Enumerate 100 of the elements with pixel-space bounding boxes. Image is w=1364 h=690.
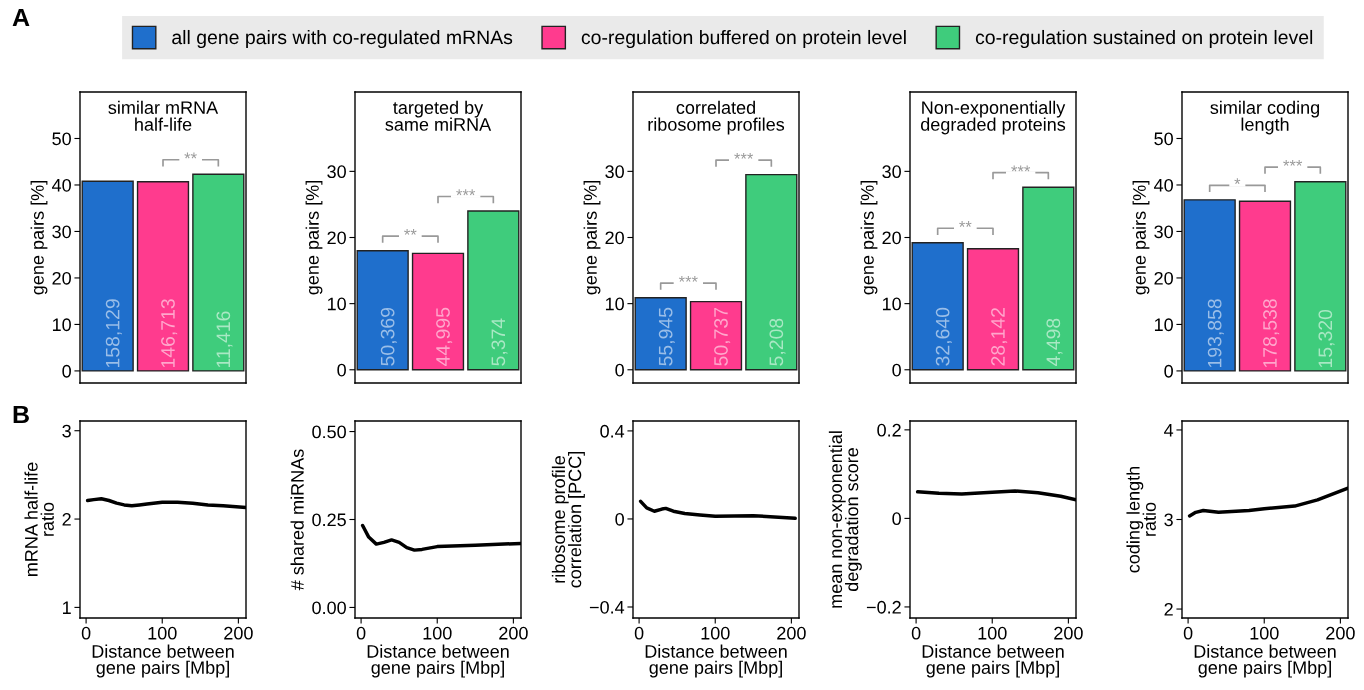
legend-label: co-regulation buffered on protein level bbox=[581, 29, 906, 49]
x-axis-title: Distance between gene pairs [Mbp] bbox=[367, 644, 509, 678]
x-tick-label: 15,320 bbox=[1318, 309, 1335, 368]
y-axis-title: gene pairs [%] bbox=[1132, 181, 1150, 295]
x-tick-label: 200 bbox=[224, 626, 253, 640]
text: similar mRNA half-life bbox=[108, 100, 219, 131]
y-axis-title: gene pairs [%] bbox=[583, 181, 601, 295]
y-axis-title: # shared miRNAs bbox=[290, 449, 304, 591]
y-tick-label: 30 bbox=[605, 165, 624, 179]
y-tick-label: 10 bbox=[1154, 318, 1173, 332]
annotation: *** bbox=[678, 275, 698, 282]
text: B bbox=[13, 405, 29, 424]
y-tick-label: 10 bbox=[882, 297, 901, 311]
x-tick-label: 200 bbox=[1054, 626, 1083, 640]
y-tick-label: 0.50 bbox=[312, 425, 346, 439]
y-axis-title: gene pairs [%] bbox=[860, 181, 878, 295]
x-axis-title: Distance between gene pairs [Mbp] bbox=[1194, 644, 1336, 678]
y-tick-label: 10 bbox=[327, 297, 346, 311]
x-tick-label: 0 bbox=[1183, 626, 1193, 640]
y-tick-label: 20 bbox=[1154, 271, 1173, 285]
y-tick-label: 20 bbox=[605, 231, 624, 245]
y-tick-label: 20 bbox=[882, 231, 901, 245]
y-tick-label: 30 bbox=[882, 165, 901, 179]
y-axis-title: mean non-exponential degradation score bbox=[828, 431, 862, 608]
x-tick-label: 100 bbox=[978, 626, 1007, 640]
x-tick-label: 200 bbox=[499, 626, 528, 640]
text: A bbox=[12, 8, 30, 27]
text: similar coding length bbox=[1210, 100, 1320, 135]
y-tick-label: 0 bbox=[892, 512, 901, 526]
y-tick-label: 0 bbox=[62, 364, 71, 378]
y-tick-label: 30 bbox=[327, 165, 346, 179]
annotation: *** bbox=[734, 152, 754, 159]
x-tick-label: 146,713 bbox=[161, 299, 178, 368]
y-tick-label: 3 bbox=[1164, 513, 1173, 527]
y-tick-label: 1 bbox=[63, 601, 71, 614]
y-tick-label: 50 bbox=[52, 132, 71, 146]
y-tick-label: 0 bbox=[615, 512, 624, 526]
y-tick-label: 50 bbox=[1154, 132, 1173, 146]
x-tick-label: 0 bbox=[356, 626, 366, 640]
y-tick-label: 3 bbox=[62, 424, 71, 438]
x-axis-title: Distance between gene pairs [Mbp] bbox=[645, 644, 787, 678]
annotation: *** bbox=[1011, 165, 1031, 172]
x-tick-label: 100 bbox=[423, 626, 452, 640]
x-tick-label: 0 bbox=[81, 626, 91, 640]
y-tick-label: 0.4 bbox=[600, 424, 625, 438]
y-tick-label: 0 bbox=[892, 363, 901, 377]
y-tick-label: 0 bbox=[337, 363, 346, 377]
y-axis-title: ribosome profile correlation [PCC] bbox=[551, 452, 585, 588]
y-tick-label: 0 bbox=[615, 363, 624, 377]
x-tick-label: 50,737 bbox=[714, 307, 731, 366]
y-tick-label: 2 bbox=[62, 512, 71, 526]
x-tick-label: 28,142 bbox=[991, 307, 1008, 366]
x-tick-label: 50,369 bbox=[380, 307, 397, 366]
x-tick-label: 55,945 bbox=[658, 307, 675, 366]
text: Non-exponentially degraded proteins bbox=[920, 100, 1066, 135]
legend-label: co-regulation sustained on protein level bbox=[975, 29, 1313, 49]
x-tick-label: 178,538 bbox=[1263, 299, 1280, 368]
x-axis-title: Distance between gene pairs [Mbp] bbox=[922, 644, 1064, 678]
y-axis-title: mRNA half-life ratio bbox=[24, 462, 54, 576]
y-tick-label: 0.00 bbox=[312, 601, 346, 615]
legend-label: all gene pairs with co-regulated mRNAs bbox=[172, 29, 513, 49]
x-tick-label: 32,640 bbox=[935, 307, 952, 366]
x-tick-label: 100 bbox=[1250, 626, 1279, 640]
x-tick-label: 44,995 bbox=[436, 307, 453, 367]
y-tick-label: 0.2 bbox=[877, 423, 901, 437]
y-tick-label: 0.25 bbox=[312, 513, 346, 527]
text: correlated ribosome profiles bbox=[648, 100, 785, 135]
y-tick-label: 30 bbox=[52, 225, 71, 239]
x-tick-label: 200 bbox=[1326, 626, 1355, 640]
y-tick-label: 10 bbox=[605, 297, 624, 311]
x-tick-label: 200 bbox=[777, 626, 806, 640]
annotation: ** bbox=[184, 152, 197, 159]
x-tick-label: 100 bbox=[701, 626, 730, 640]
x-tick-label: 4,498 bbox=[1046, 318, 1063, 367]
annotation: ** bbox=[959, 221, 972, 227]
text: targeted by same miRNA bbox=[385, 100, 492, 131]
y-tick-label: −0.2 bbox=[866, 600, 901, 614]
x-tick-label: 0 bbox=[911, 626, 921, 640]
y-tick-label: 10 bbox=[52, 318, 71, 332]
x-tick-label: 193,858 bbox=[1207, 299, 1224, 368]
x-tick-label: 5,374 bbox=[491, 318, 508, 366]
y-tick-label: 40 bbox=[1154, 178, 1173, 192]
x-tick-label: 0 bbox=[634, 626, 644, 640]
y-tick-label: 20 bbox=[52, 271, 71, 285]
y-tick-label: 30 bbox=[1154, 225, 1173, 239]
x-tick-label: 158,129 bbox=[105, 299, 122, 368]
y-axis-title: gene pairs [%] bbox=[30, 181, 48, 295]
y-axis-title: gene pairs [%] bbox=[305, 181, 323, 295]
y-tick-label: −0.4 bbox=[589, 600, 625, 614]
y-tick-label: 4 bbox=[1164, 424, 1174, 437]
annotation: *** bbox=[1283, 160, 1303, 166]
x-tick-label: 100 bbox=[148, 626, 177, 640]
annotation: *** bbox=[456, 189, 476, 196]
y-tick-label: 20 bbox=[327, 231, 346, 245]
x-tick-label: 11,416 bbox=[216, 311, 233, 368]
x-tick-label: 5,208 bbox=[769, 318, 786, 366]
y-tick-label: 0 bbox=[1164, 364, 1173, 378]
x-axis-title: Distance between gene pairs [Mbp] bbox=[92, 644, 234, 678]
annotation: ** bbox=[404, 229, 417, 235]
y-axis-title: coding length ratio bbox=[1126, 466, 1156, 573]
